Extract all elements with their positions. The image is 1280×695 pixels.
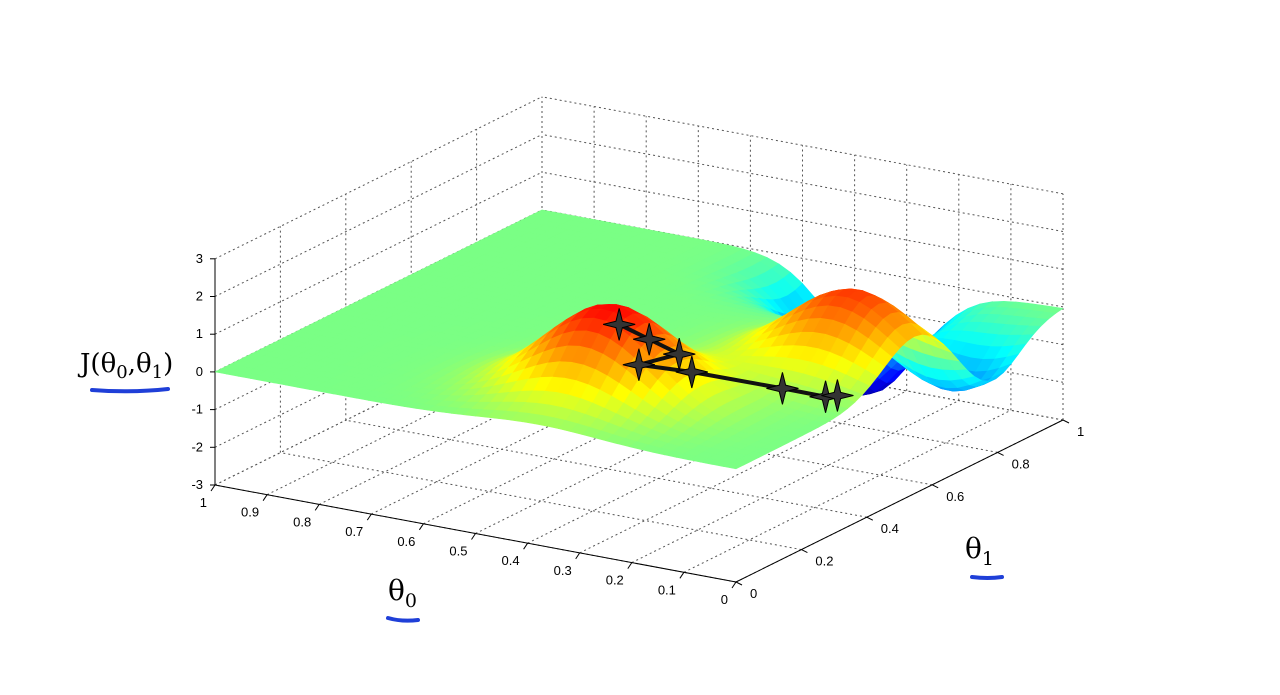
theta1-tick-mark — [1062, 419, 1070, 424]
axis-line — [735, 419, 1064, 583]
grid-line — [579, 390, 907, 554]
theta1-tick-label: 0.8 — [1012, 456, 1030, 471]
theta1-tick-label: 0 — [750, 586, 757, 601]
theta1-tick-mark — [997, 451, 1004, 456]
grid-line — [266, 332, 595, 496]
theta0-tick-mark — [314, 504, 320, 511]
descent-step-marker — [622, 348, 656, 381]
theta1-axis-label: θ1 — [965, 532, 994, 570]
descent-step-marker — [821, 379, 854, 412]
theta1-tick-label: 0.6 — [946, 489, 964, 504]
theta0-tick-mark — [731, 581, 737, 589]
theta0-tick-label: 0.6 — [397, 534, 415, 549]
grid-line — [214, 96, 543, 260]
theta1-label-underline — [970, 575, 1004, 580]
z-axis-label: J(θ0,θ1) — [77, 349, 173, 383]
theta0-tick-mark — [627, 562, 633, 569]
theta1-tick-mark — [801, 549, 808, 554]
axis-ticks: -3 -2 -1 0 1 2 3 1 0.9 0.8 0.7 0.6 0.5 0.4 0.3 0.2 0.1 0 0… — [191, 251, 1084, 607]
descent-step-marker — [675, 355, 708, 389]
grid-line — [541, 134, 1064, 232]
theta1-tick-label: 0.2 — [815, 554, 833, 569]
theta0-tick-label: 0.8 — [293, 514, 311, 529]
theta0-label-underline — [386, 616, 420, 623]
grid-line — [214, 284, 543, 448]
z-tick-label: -1 — [191, 402, 203, 417]
z-tick-label: 2 — [196, 289, 203, 304]
theta0-tick-mark — [523, 542, 529, 550]
theta0-tick-label: 0.4 — [502, 553, 520, 568]
grid-line — [541, 96, 1064, 195]
z-tick-label: -2 — [191, 439, 203, 454]
theta0-tick-mark — [210, 484, 216, 492]
theta0-tick-label: 1 — [200, 495, 207, 510]
grid-line — [371, 351, 699, 515]
theta0-tick-label: 0 — [721, 592, 728, 607]
descent-step-marker — [766, 372, 799, 405]
theta0-tick-label: 0.1 — [658, 582, 676, 597]
theta0-tick-label: 0.3 — [554, 563, 572, 578]
z-tick-label: -3 — [191, 477, 203, 492]
theta0-tick-mark — [418, 523, 424, 531]
theta0-tick-mark — [471, 533, 476, 540]
grid-line — [475, 371, 803, 534]
z-tick-label: 1 — [196, 326, 203, 341]
theta0-tick-mark — [262, 494, 268, 501]
grid-line — [214, 247, 543, 411]
z-label-underline — [90, 387, 170, 394]
grid-line — [345, 419, 867, 518]
descent-path — [603, 308, 854, 413]
z-tick-label: 3 — [196, 251, 203, 266]
theta0-tick-label: 0.9 — [241, 505, 259, 520]
theta1-tick-mark — [735, 581, 743, 586]
descent-step-marker — [633, 323, 666, 356]
grid-line — [527, 380, 855, 544]
theta0-tick-label: 0.7 — [345, 524, 363, 539]
grid-line — [214, 322, 543, 486]
descent-step-marker — [603, 308, 636, 341]
theta1-tick-mark — [866, 516, 874, 521]
theta0-tick-mark — [679, 572, 685, 579]
grid-line — [423, 361, 751, 525]
grid-line — [683, 409, 1012, 573]
grid-line — [280, 452, 802, 551]
theta0-tick-label: 0.5 — [449, 544, 467, 559]
theta1-tick-label: 0.4 — [881, 521, 899, 536]
z-tick-label: 0 — [196, 364, 203, 379]
theta0-tick-mark — [366, 513, 372, 521]
grid-line — [214, 134, 543, 297]
grid-line — [631, 400, 960, 564]
theta1-tick-mark — [931, 484, 939, 489]
grid-line — [318, 341, 647, 505]
surface-patch — [723, 462, 745, 470]
grid-line — [541, 171, 1064, 270]
grid-line — [214, 171, 543, 335]
theta0-axis-label: θ0 — [388, 574, 417, 612]
theta0-tick-label: 0.2 — [606, 573, 624, 588]
theta1-tick-label: 1 — [1077, 424, 1084, 439]
descent-step-marker — [663, 337, 696, 371]
theta0-tick-mark — [575, 552, 581, 560]
